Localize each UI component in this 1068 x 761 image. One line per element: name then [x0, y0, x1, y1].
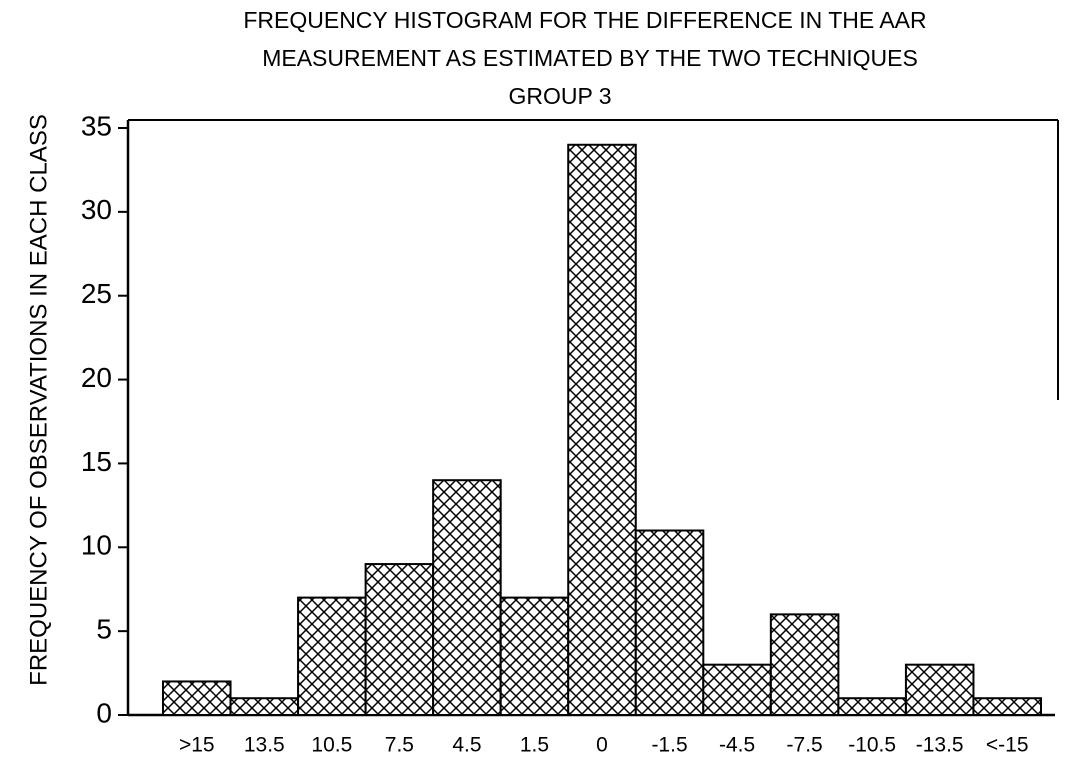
- bar: [499, 596, 570, 716]
- y-tick-label: 5: [96, 614, 112, 645]
- bar: [162, 680, 232, 717]
- y-tick-label: 15: [81, 446, 112, 477]
- x-tick-label: -10.5: [848, 734, 896, 757]
- chart-title: GROUP 3: [508, 83, 611, 109]
- x-tick-label: 0: [596, 734, 608, 757]
- bar: [229, 697, 300, 717]
- y-axis-label: FREQUENCY OF OBSERVATIONS IN EACH CLASS: [25, 114, 52, 686]
- bar: [432, 479, 502, 717]
- y-tick-label: 25: [81, 278, 112, 309]
- bar: [297, 596, 367, 716]
- bar: [904, 663, 975, 717]
- chart-title: MEASUREMENT AS ESTIMATED BY THE TWO TECH…: [262, 45, 918, 71]
- x-tick-label: -1.5: [651, 734, 687, 757]
- x-tick-label: 13.5: [244, 734, 285, 757]
- bar: [837, 697, 907, 717]
- x-tick-label: 1.5: [520, 734, 549, 757]
- bar: [567, 143, 637, 716]
- x-tick-label: -4.5: [719, 734, 755, 757]
- y-tick-label: 0: [96, 697, 112, 728]
- x-tick-label: -7.5: [787, 734, 823, 757]
- bar: [972, 697, 1043, 717]
- x-tick-label: <-15: [986, 734, 1029, 757]
- y-tick-label: 20: [81, 362, 112, 393]
- chart-title: FREQUENCY HISTOGRAM FOR THE DIFFERENCE I…: [243, 7, 926, 33]
- y-tick-label: 35: [81, 110, 112, 141]
- x-tick-label: 10.5: [311, 734, 352, 757]
- y-tick-label: 30: [81, 194, 112, 225]
- x-tick-label: 7.5: [385, 734, 414, 757]
- y-tick-label: 10: [81, 530, 112, 561]
- bar: [769, 613, 840, 716]
- x-tick-label: -13.5: [916, 734, 964, 757]
- x-tick-label: 4.5: [452, 734, 481, 757]
- bar: [702, 663, 772, 717]
- x-tick-label: >15: [179, 734, 215, 757]
- bar: [364, 563, 435, 716]
- bar: [634, 529, 705, 716]
